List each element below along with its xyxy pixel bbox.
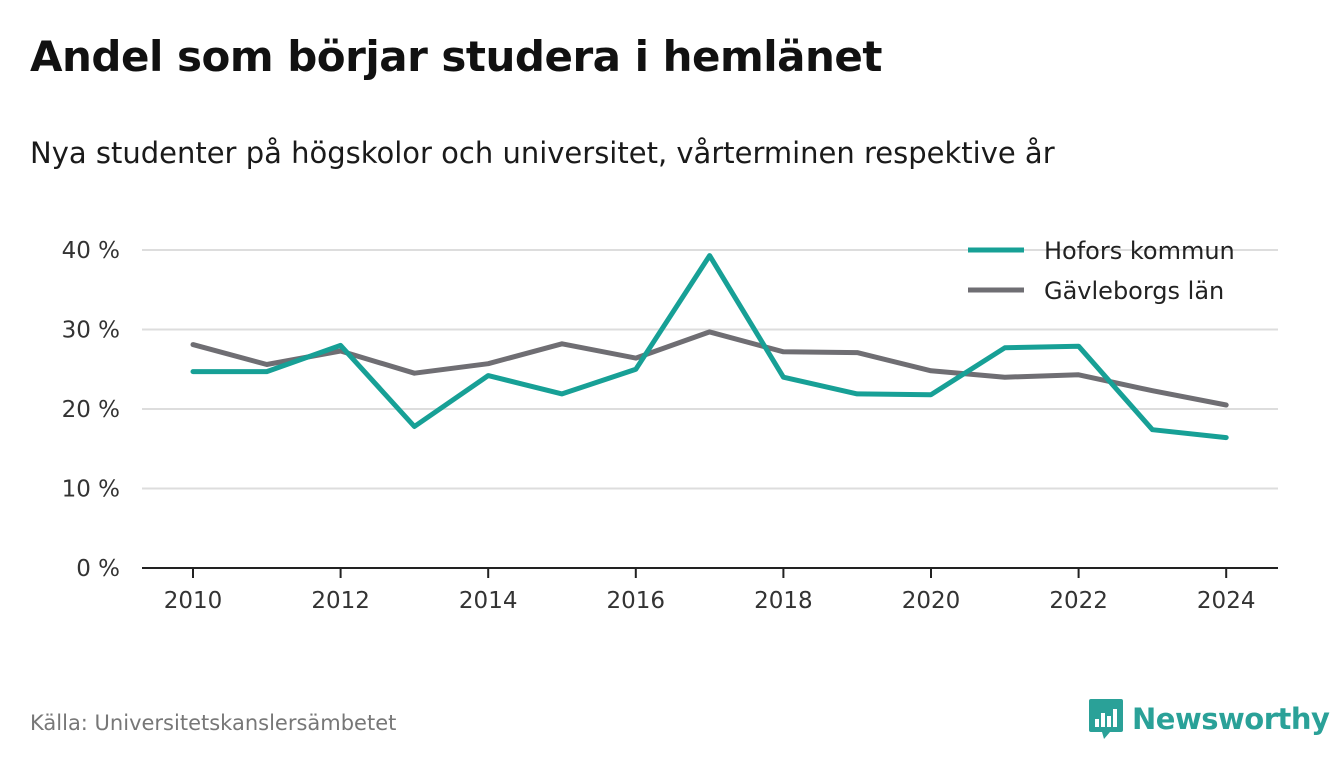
x-tick-label: 2018 — [754, 588, 813, 614]
x-tick-label: 2012 — [311, 588, 370, 614]
chart-subtitle: Nya studenter på högskolor och universit… — [30, 136, 1055, 170]
brand: Newsworthy — [1088, 697, 1330, 741]
y-tick-label: 40 % — [62, 238, 120, 264]
x-tick-label: 2020 — [902, 588, 961, 614]
x-tick-label: 2024 — [1197, 588, 1256, 614]
x-tick-label: 2010 — [164, 588, 223, 614]
x-tick-label: 2016 — [607, 588, 666, 614]
series-line-2 — [190, 329, 1229, 408]
legend-label: Gävleborgs län — [1044, 277, 1224, 305]
legend-label: Hofors kommun — [1044, 237, 1235, 265]
brand-name: Newsworthy — [1132, 702, 1330, 736]
y-tick-label: 30 % — [62, 318, 120, 344]
newsworthy-logo-icon — [1089, 699, 1123, 739]
x-tick-label: 2014 — [459, 588, 518, 614]
y-tick-label: 20 % — [62, 397, 120, 423]
chart-title: Andel som börjar studera i hemlänet — [30, 32, 883, 81]
y-axis: 0 % 10 % 20 % 30 % 40 % — [62, 238, 120, 582]
y-tick-label: 10 % — [62, 477, 120, 503]
series-lines — [190, 253, 1229, 441]
x-tick-label: 2022 — [1049, 588, 1108, 614]
y-tick-label: 0 % — [76, 556, 120, 582]
series-line-1 — [190, 253, 1229, 441]
x-axis: 2010 2012 2014 2016 2018 2020 2022 2024 — [142, 567, 1278, 614]
source-note: Källa: Universitetskanslersämbetet — [30, 711, 397, 735]
legend: Hofors kommun Gävleborgs län — [968, 237, 1235, 305]
line-chart: 0 % 10 % 20 % 30 % 40 % 2010 2012 2014 2016 2018… — [62, 237, 1278, 614]
